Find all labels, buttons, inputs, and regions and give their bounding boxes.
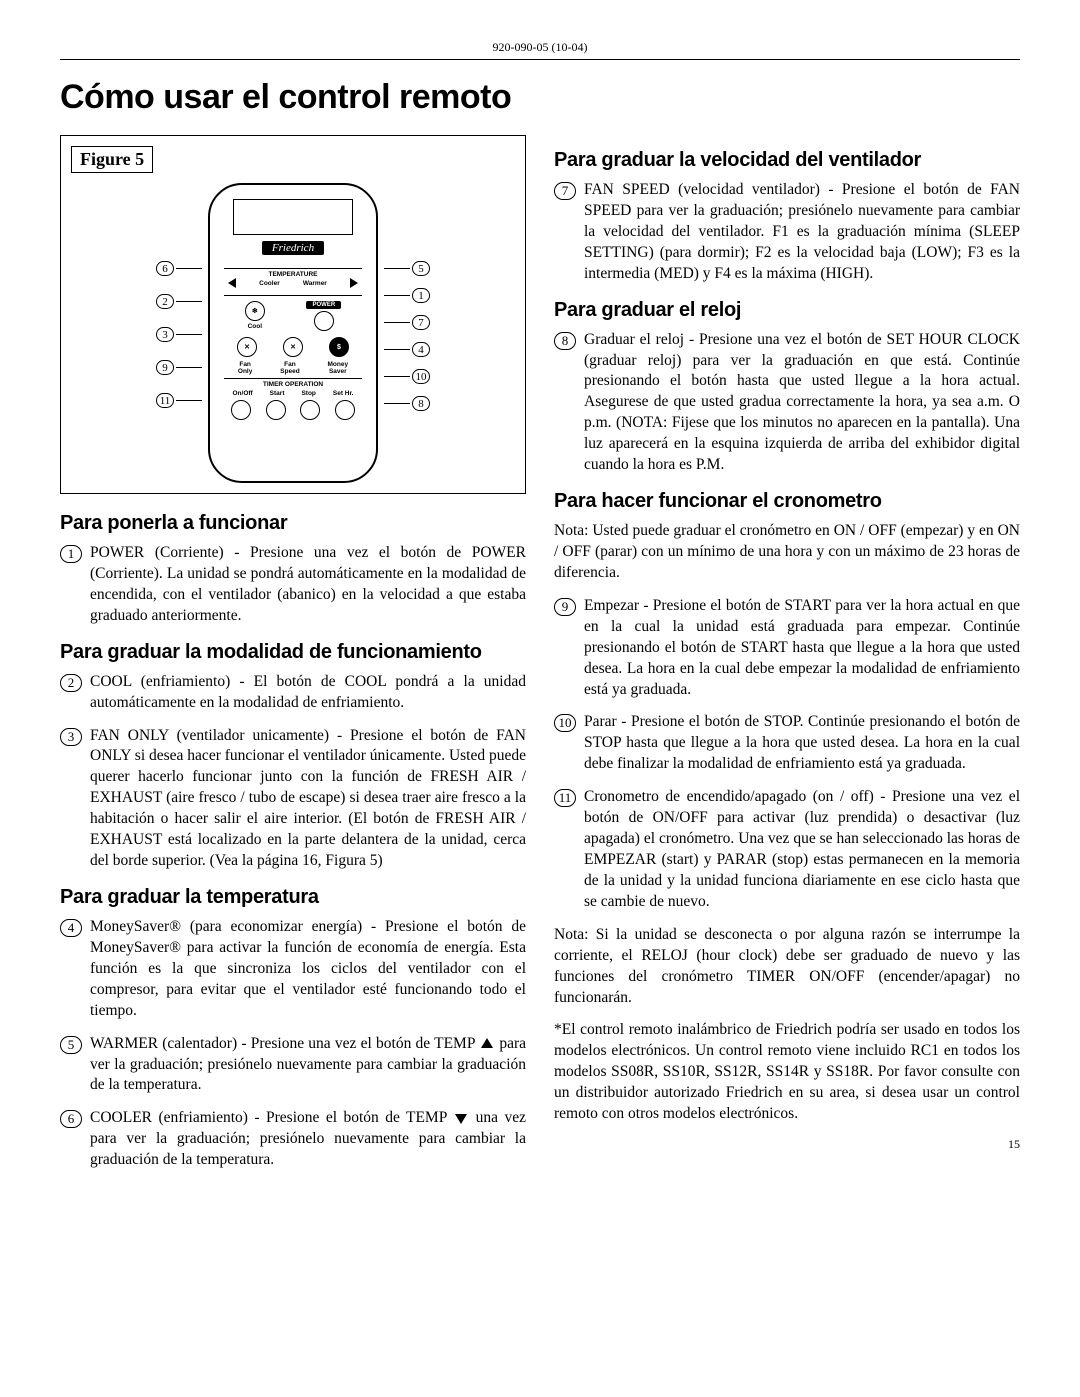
fan-only-label: Fan Only xyxy=(238,361,252,375)
entry-1: 1 POWER (Corriente) - Presione una vez el… xyxy=(60,543,526,627)
entry-text: COOL (enfriamiento) - El botón de COOL p… xyxy=(90,672,526,714)
entry-text: FAN ONLY (ventilador unicamente) - Presi… xyxy=(90,726,526,872)
callout-7: 7 xyxy=(384,315,430,330)
warmer-arrow-icon xyxy=(350,278,358,288)
fan-speed-button-icon: ✕ xyxy=(283,337,303,357)
timer-onoff-button-icon xyxy=(231,400,251,420)
cooler-label: Cooler xyxy=(259,280,280,287)
temperature-label: TEMPERATURE xyxy=(269,271,318,278)
section-heading: Para ponerla a funcionar xyxy=(60,512,526,535)
entry-num: 8 xyxy=(554,332,576,350)
entry-text: Empezar - Presione el botón de START par… xyxy=(584,596,1020,701)
entry-num: 3 xyxy=(60,728,82,746)
entry-8: 8 Graduar el reloj - Presione una vez el … xyxy=(554,330,1020,476)
callout-3: 3 xyxy=(156,327,202,342)
cooler-arrow-icon xyxy=(228,278,236,288)
callout-8: 8 xyxy=(384,396,430,411)
figure-caption: Figure 5 xyxy=(71,146,153,173)
cool-button-icon: ❄ xyxy=(245,301,265,321)
sethr-label: Set Hr. xyxy=(333,390,354,397)
callouts-left: 6 2 3 9 11 xyxy=(156,183,202,408)
entry-9: 9 Empezar - Presione el botón de START pa… xyxy=(554,596,1020,701)
entry-5: 5 WARMER (calentador) - Presione una vez … xyxy=(60,1034,526,1097)
timer-stop-button-icon xyxy=(300,400,320,420)
entry-num: 4 xyxy=(60,919,82,937)
entry-num: 6 xyxy=(60,1110,82,1128)
content-columns: Figure 5 623911 Friedrich TEMPERATURE Co… xyxy=(60,135,1020,1183)
callout-4: 4 xyxy=(384,342,430,357)
right-column: Para graduar la velocidad del ventilador… xyxy=(554,135,1020,1183)
power-label: POWER xyxy=(306,301,341,309)
callout-11: 11 xyxy=(156,393,202,408)
entry-text: MoneySaver® (para economizar energía) - … xyxy=(90,917,526,1022)
entry-num: 7 xyxy=(554,182,576,200)
entry-7: 7 FAN SPEED (velocidad ventilador) - Pres… xyxy=(554,180,1020,285)
timer-start-button-icon xyxy=(266,400,286,420)
temp-row: Cooler Warmer xyxy=(224,278,362,288)
entry-num: 9 xyxy=(554,598,576,616)
remote-screen xyxy=(233,199,353,235)
triangle-up-icon xyxy=(481,1038,493,1048)
callout-6: 6 xyxy=(156,261,202,276)
brand-badge: Friedrich xyxy=(262,241,324,255)
section-intro: Nota: Usted puede graduar el cronómetro … xyxy=(554,521,1020,584)
left-column: Figure 5 623911 Friedrich TEMPERATURE Co… xyxy=(60,135,526,1183)
entry-11: 11 Cronometro de encendido/apagado (on / … xyxy=(554,787,1020,913)
onoff-label: On/Off xyxy=(232,390,252,397)
section-note: Nota: Si la unidad se desconecta o por a… xyxy=(554,925,1020,1009)
figure-box: Figure 5 6 2 3 9 11 Friedrich TEMPERATURE Co… xyxy=(60,135,526,494)
callout-10: 10 xyxy=(384,369,430,384)
entry-10: 10 Parar - Presione el botón de STOP. Con… xyxy=(554,712,1020,775)
callout-1: 1 xyxy=(384,288,430,303)
doc-header: 920-090-05 (10-04) xyxy=(60,40,1020,60)
entry-text: Cronometro de encendido/apagado (on / of… xyxy=(584,787,1020,913)
page-title: Cómo usar el control remoto xyxy=(60,78,1020,117)
entry-text: POWER (Corriente) - Presione una vez el … xyxy=(90,543,526,627)
entry-text: COOLER (enfriamiento) - Presione el botó… xyxy=(90,1108,526,1171)
money-saver-button-icon: $ xyxy=(329,337,349,357)
cool-label: Cool xyxy=(248,323,262,330)
entry-text: WARMER (calentador) - Presione una vez e… xyxy=(90,1034,526,1097)
page-number: 15 xyxy=(554,1137,1020,1152)
entry-num: 11 xyxy=(554,789,576,807)
entry-6: 6 COOLER (enfriamiento) - Presione el bot… xyxy=(60,1108,526,1171)
section-heading: Para graduar la modalidad de funcionamie… xyxy=(60,641,526,664)
timer-op-label: TIMER OPERATION xyxy=(263,381,323,388)
entry-text: Graduar el reloj - Presione una vez el b… xyxy=(584,330,1020,476)
callouts-right: 5 1 7 4 10 8 xyxy=(384,183,430,411)
entry-num: 2 xyxy=(60,674,82,692)
entry-4: 4 MoneySaver® (para economizar energía) -… xyxy=(60,917,526,1022)
entry-num: 10 xyxy=(554,714,576,732)
timer-sethr-button-icon xyxy=(335,400,355,420)
entry-2: 2 COOL (enfriamiento) - El botón de COOL … xyxy=(60,672,526,714)
callout-5: 5 xyxy=(384,261,430,276)
fan-speed-label: Fan Speed xyxy=(280,361,300,375)
triangle-down-icon xyxy=(455,1114,467,1124)
entry-text: FAN SPEED (velocidad ventilador) - Presi… xyxy=(584,180,1020,285)
remote-diagram: 6 2 3 9 11 Friedrich TEMPERATURE Cooler Warm… xyxy=(71,183,515,483)
section-note: *El control remoto inalámbrico de Friedr… xyxy=(554,1020,1020,1125)
power-button-icon xyxy=(314,311,334,331)
stop-label: Stop xyxy=(301,390,315,397)
entry-text: Parar - Presione el botón de STOP. Conti… xyxy=(584,712,1020,775)
fan-only-button-icon: ✕ xyxy=(237,337,257,357)
entry-3: 3 FAN ONLY (ventilador unicamente) - Pres… xyxy=(60,726,526,872)
callout-2: 2 xyxy=(156,294,202,309)
entry-num: 1 xyxy=(60,545,82,563)
section-heading: Para hacer funcionar el cronometro xyxy=(554,490,1020,513)
money-saver-label: Money Saver xyxy=(328,361,349,375)
section-heading: Para graduar la velocidad del ventilador xyxy=(554,149,1020,172)
start-label: Start xyxy=(270,390,285,397)
remote-body: Friedrich TEMPERATURE Cooler Warmer ❄ Co… xyxy=(208,183,378,483)
section-heading: Para graduar el reloj xyxy=(554,299,1020,322)
section-heading: Para graduar la temperatura xyxy=(60,886,526,909)
warmer-label: Warmer xyxy=(303,280,327,287)
callout-9: 9 xyxy=(156,360,202,375)
entry-num: 5 xyxy=(60,1036,82,1054)
